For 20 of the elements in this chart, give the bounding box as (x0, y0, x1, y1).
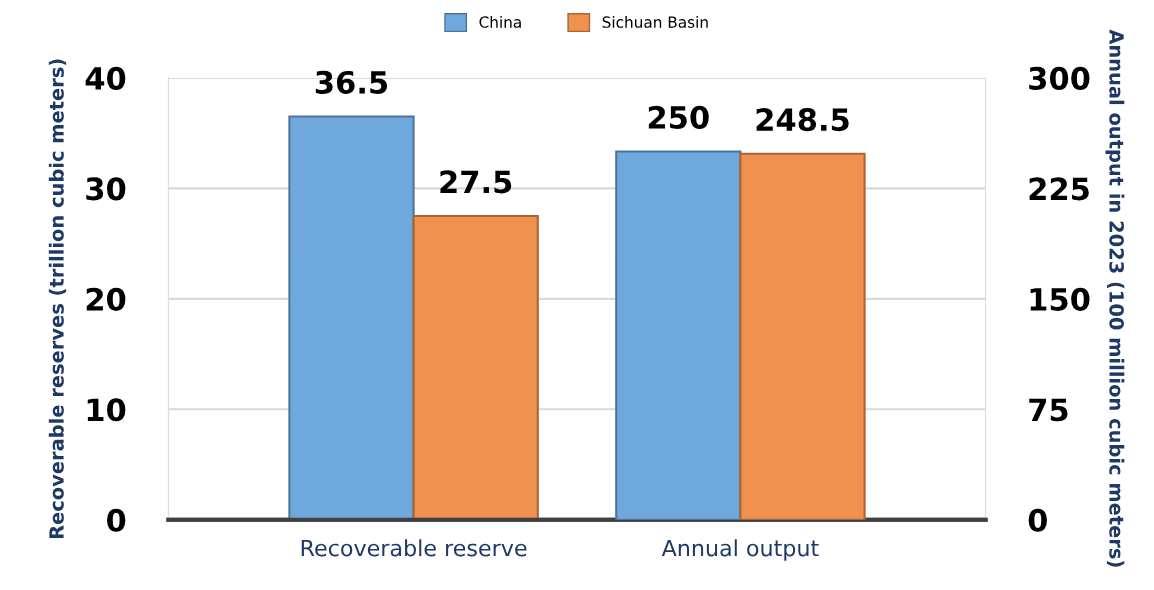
x-tick-label: Annual output (661, 539, 819, 561)
data-label: 248.5 (756, 108, 849, 132)
y-axis-title: Recoverable reserves (trillion cubic meters) (48, 59, 67, 539)
x-tick-label: Recoverable reserve (301, 539, 527, 557)
legend-label: Sichuan Basin (602, 16, 708, 28)
data-label: 36.5 (315, 70, 388, 94)
data-label: 250 (648, 105, 709, 129)
y2-axis-title: Annual output in 2023 (100 million cubic meters) (1105, 29, 1125, 567)
legend-label: China (479, 16, 521, 28)
y2-tick-label: 75 (1029, 398, 1068, 422)
y-tick-label: 20 (86, 287, 126, 311)
y-tick-label: 0 (107, 508, 126, 532)
y-tick-label: 10 (87, 398, 126, 422)
y-tick-label: 40 (85, 66, 126, 90)
data-label: 27.5 (440, 170, 512, 194)
y2-tick-label: 150 (1030, 287, 1090, 311)
y2-tick-label: 300 (1029, 66, 1090, 90)
y2-tick-label: 0 (1028, 508, 1047, 532)
y2-tick-label: 225 (1029, 177, 1089, 201)
y-tick-label: 30 (86, 177, 126, 201)
